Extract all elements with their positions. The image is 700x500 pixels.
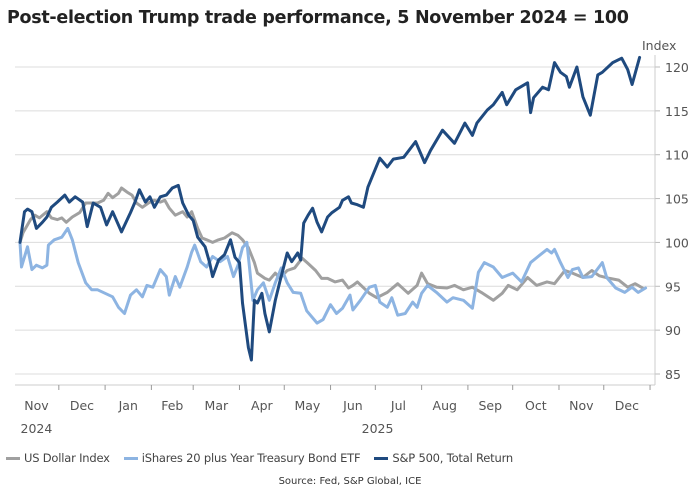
series-line-treasury-etf xyxy=(18,226,648,325)
y-tick-label: 105 xyxy=(665,192,689,207)
chart-title: Post-election Trump trade performance, 5… xyxy=(7,8,629,28)
legend-label-usd: US Dollar Index xyxy=(24,451,110,465)
x-tick-label: Oct xyxy=(525,398,547,413)
chart-plot: 85 90 95 100 105 110 115 120 Index Nov Dec Jan Feb Ma… xyxy=(15,38,689,436)
legend-swatch-treasury xyxy=(123,456,138,460)
x-tick-label: Jul xyxy=(390,398,406,413)
x-tick-label: Feb xyxy=(161,398,183,413)
legend-swatch-sp500 xyxy=(374,456,389,460)
x-tick-label: May xyxy=(294,398,320,413)
legend-item-usd: US Dollar Index xyxy=(6,451,110,465)
x-tick-label: Sep xyxy=(479,398,503,413)
legend-item-sp500: S&P 500, Total Return xyxy=(374,451,513,465)
source-note: Source: Fed, S&P Global, ICE xyxy=(278,476,422,487)
series-line-us-dollar-index xyxy=(18,186,645,302)
legend-label-sp500: S&P 500, Total Return xyxy=(392,451,513,465)
y-tick-label: 120 xyxy=(665,60,689,75)
y-tick-label: 85 xyxy=(665,367,681,382)
y-tick-label: 95 xyxy=(665,279,681,294)
x-tick-label: Dec xyxy=(70,398,94,413)
year-label: 2024 xyxy=(21,421,53,436)
year-label: 2025 xyxy=(362,421,394,436)
x-tick-label: Dec xyxy=(615,398,639,413)
legend-swatch-usd xyxy=(6,456,20,460)
y-tick-label: 100 xyxy=(665,235,689,250)
legend-item-treasury: iShares 20 plus Year Treasury Bond ETF xyxy=(123,451,361,465)
series-line-sp500-total-return xyxy=(18,55,642,362)
x-tick-label: Apr xyxy=(251,398,273,413)
legend: US Dollar Index iShares 20 plus Year Tre… xyxy=(6,451,513,465)
legend-label-treasury: iShares 20 plus Year Treasury Bond ETF xyxy=(141,451,361,465)
x-tick-label: Jan xyxy=(118,398,138,413)
x-tick-label: Nov xyxy=(569,398,594,413)
y-tick-label: 110 xyxy=(665,148,689,163)
x-tick-label: Jun xyxy=(342,398,363,413)
x-tick-label: Mar xyxy=(205,398,229,413)
y-tick-label: 115 xyxy=(665,104,689,119)
x-tick-label: Nov xyxy=(24,398,49,413)
y-axis-title: Index xyxy=(642,38,676,53)
y-tick-label: 90 xyxy=(665,323,681,338)
x-tick-label: Aug xyxy=(433,398,457,413)
